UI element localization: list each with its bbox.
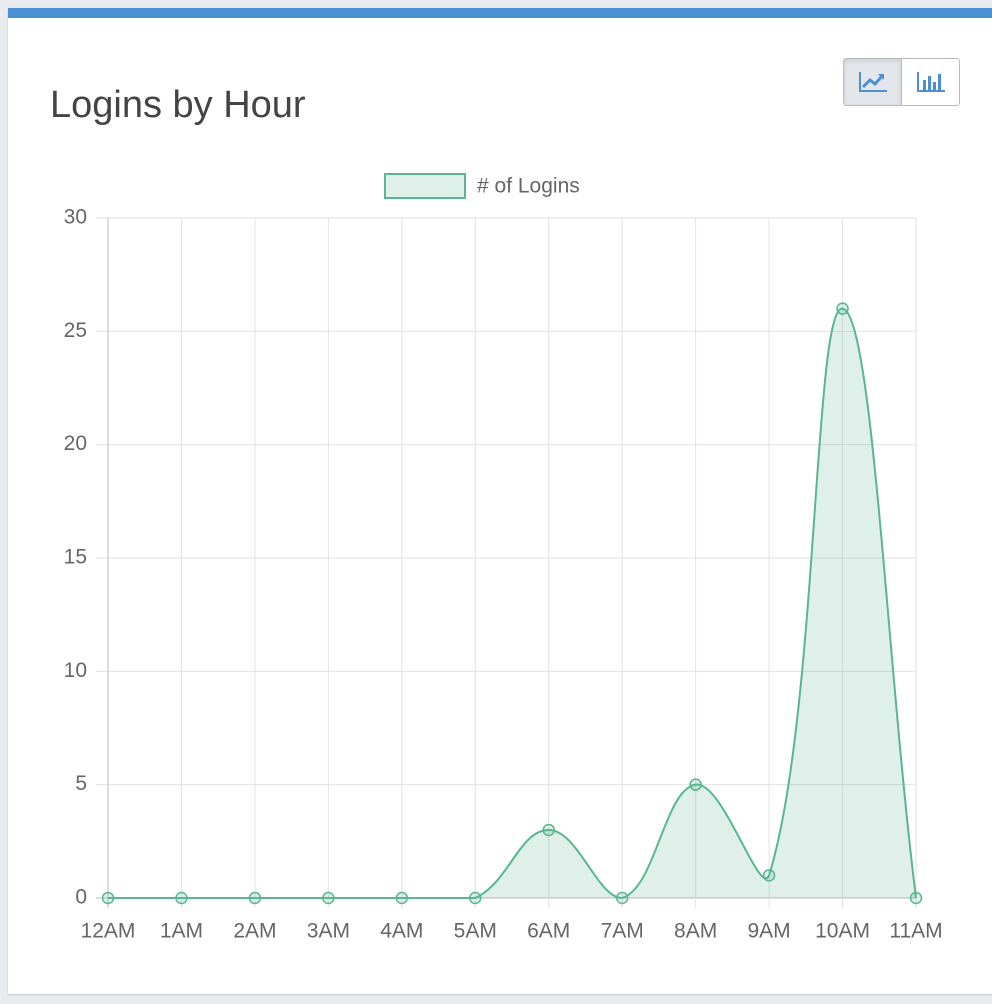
area bbox=[108, 308, 916, 898]
bar-chart-button[interactable] bbox=[902, 59, 959, 105]
chart-type-toggle bbox=[843, 58, 960, 106]
y-tick-label: 5 bbox=[75, 772, 87, 795]
panel-title: Logins by Hour bbox=[50, 84, 306, 126]
y-tick-label: 30 bbox=[64, 206, 87, 229]
legend-label: # of Logins bbox=[477, 175, 580, 198]
point bbox=[469, 891, 482, 905]
x-tick-label: 7AM bbox=[601, 920, 644, 943]
point bbox=[689, 778, 702, 791]
x-tick-label: 6AM bbox=[527, 920, 570, 943]
y-tick-label: 0 bbox=[75, 886, 87, 909]
y-tick-label: 25 bbox=[64, 319, 87, 342]
y-tick-label: 20 bbox=[64, 432, 87, 455]
point bbox=[615, 891, 629, 905]
point bbox=[101, 891, 115, 905]
x-tick-label: 11AM bbox=[889, 920, 942, 943]
point bbox=[395, 891, 409, 905]
x-tick-label: 12AM bbox=[81, 920, 136, 943]
x-tick-label: 1AM bbox=[160, 920, 203, 943]
x-tick-label: 3AM bbox=[307, 920, 350, 943]
x-tick-label: 2AM bbox=[233, 920, 276, 943]
panel: Logins by Hour bbox=[8, 8, 992, 994]
y-tick-label: 15 bbox=[64, 546, 87, 569]
bar-icon bbox=[916, 72, 945, 92]
x-tick-label: 9AM bbox=[747, 920, 790, 943]
point bbox=[175, 891, 188, 905]
y-tick-label: 10 bbox=[64, 659, 87, 682]
x-tick-label: 8AM bbox=[674, 920, 717, 943]
x-tick-label: 5AM bbox=[454, 920, 497, 943]
x-tick-label: 10AM bbox=[815, 920, 870, 943]
point bbox=[542, 823, 555, 837]
point bbox=[836, 302, 849, 315]
line-icon bbox=[858, 72, 887, 92]
point bbox=[248, 891, 262, 905]
line-chart-button[interactable] bbox=[844, 59, 902, 105]
point bbox=[762, 869, 776, 882]
point bbox=[909, 891, 923, 905]
point bbox=[322, 891, 335, 905]
legend-swatch bbox=[384, 173, 466, 199]
x-tick-label: 4AM bbox=[380, 920, 423, 943]
line bbox=[108, 307, 917, 900]
